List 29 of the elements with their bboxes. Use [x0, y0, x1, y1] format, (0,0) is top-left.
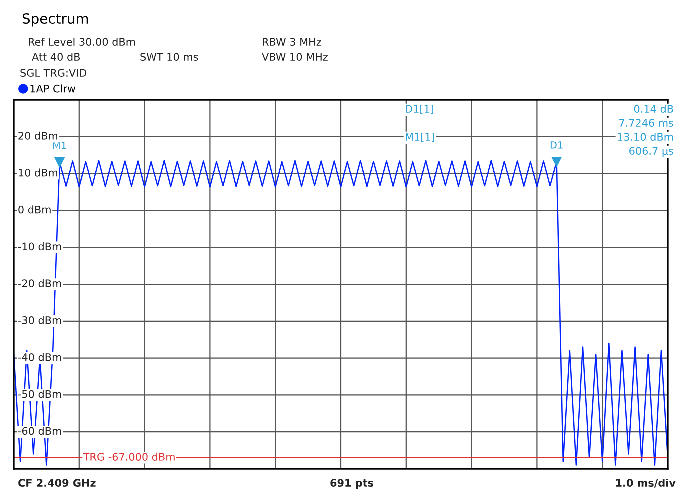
annotation: 7.7246 ms: [620, 119, 674, 128]
text: RBW 3 MHz: [263, 38, 322, 46]
y-tick-label: 10 dBm: [19, 168, 58, 177]
text: VBW 10 MHz: [262, 53, 328, 62]
chart-title: Spectrum: [22, 14, 88, 27]
annotation: 13.10 dBm: [618, 132, 674, 142]
y-tick-label: 0 dBm: [18, 206, 51, 214]
text: CF 2.409 GHz: [18, 479, 96, 488]
y-tick-label: 20 dBm: [18, 132, 58, 140]
annotation: M1: [53, 142, 66, 150]
text: Att 40 dB: [32, 52, 80, 62]
y-tick-label: -10 dBm: [18, 242, 62, 251]
y-tick-label: -60 dBm: [18, 427, 62, 436]
ref-line-label: TRG -67.000 dBm: [83, 452, 175, 461]
y-tick-label: -30 dBm: [18, 316, 62, 324]
text: SWT 10 ms: [140, 53, 198, 62]
legend-label: 1AP Clrw: [30, 84, 76, 93]
annotation: 0.14 dB: [634, 104, 674, 114]
annotation: 606.7 µs: [630, 147, 674, 158]
y-tick-label: -50 dBm: [18, 390, 62, 398]
y-tick-label: -20 dBm: [18, 279, 62, 288]
text: SGL TRG:VID: [20, 69, 87, 78]
annotation: D1[1]: [406, 104, 434, 114]
text: Ref Level 30.00 dBm: [29, 38, 136, 46]
annotation: M1[1]: [406, 132, 434, 142]
text: 691 pts: [330, 479, 374, 490]
y-tick-label: -40 dBm: [18, 353, 62, 362]
annotation: D1: [550, 142, 563, 149]
text: 1.0 ms/div: [616, 478, 676, 488]
